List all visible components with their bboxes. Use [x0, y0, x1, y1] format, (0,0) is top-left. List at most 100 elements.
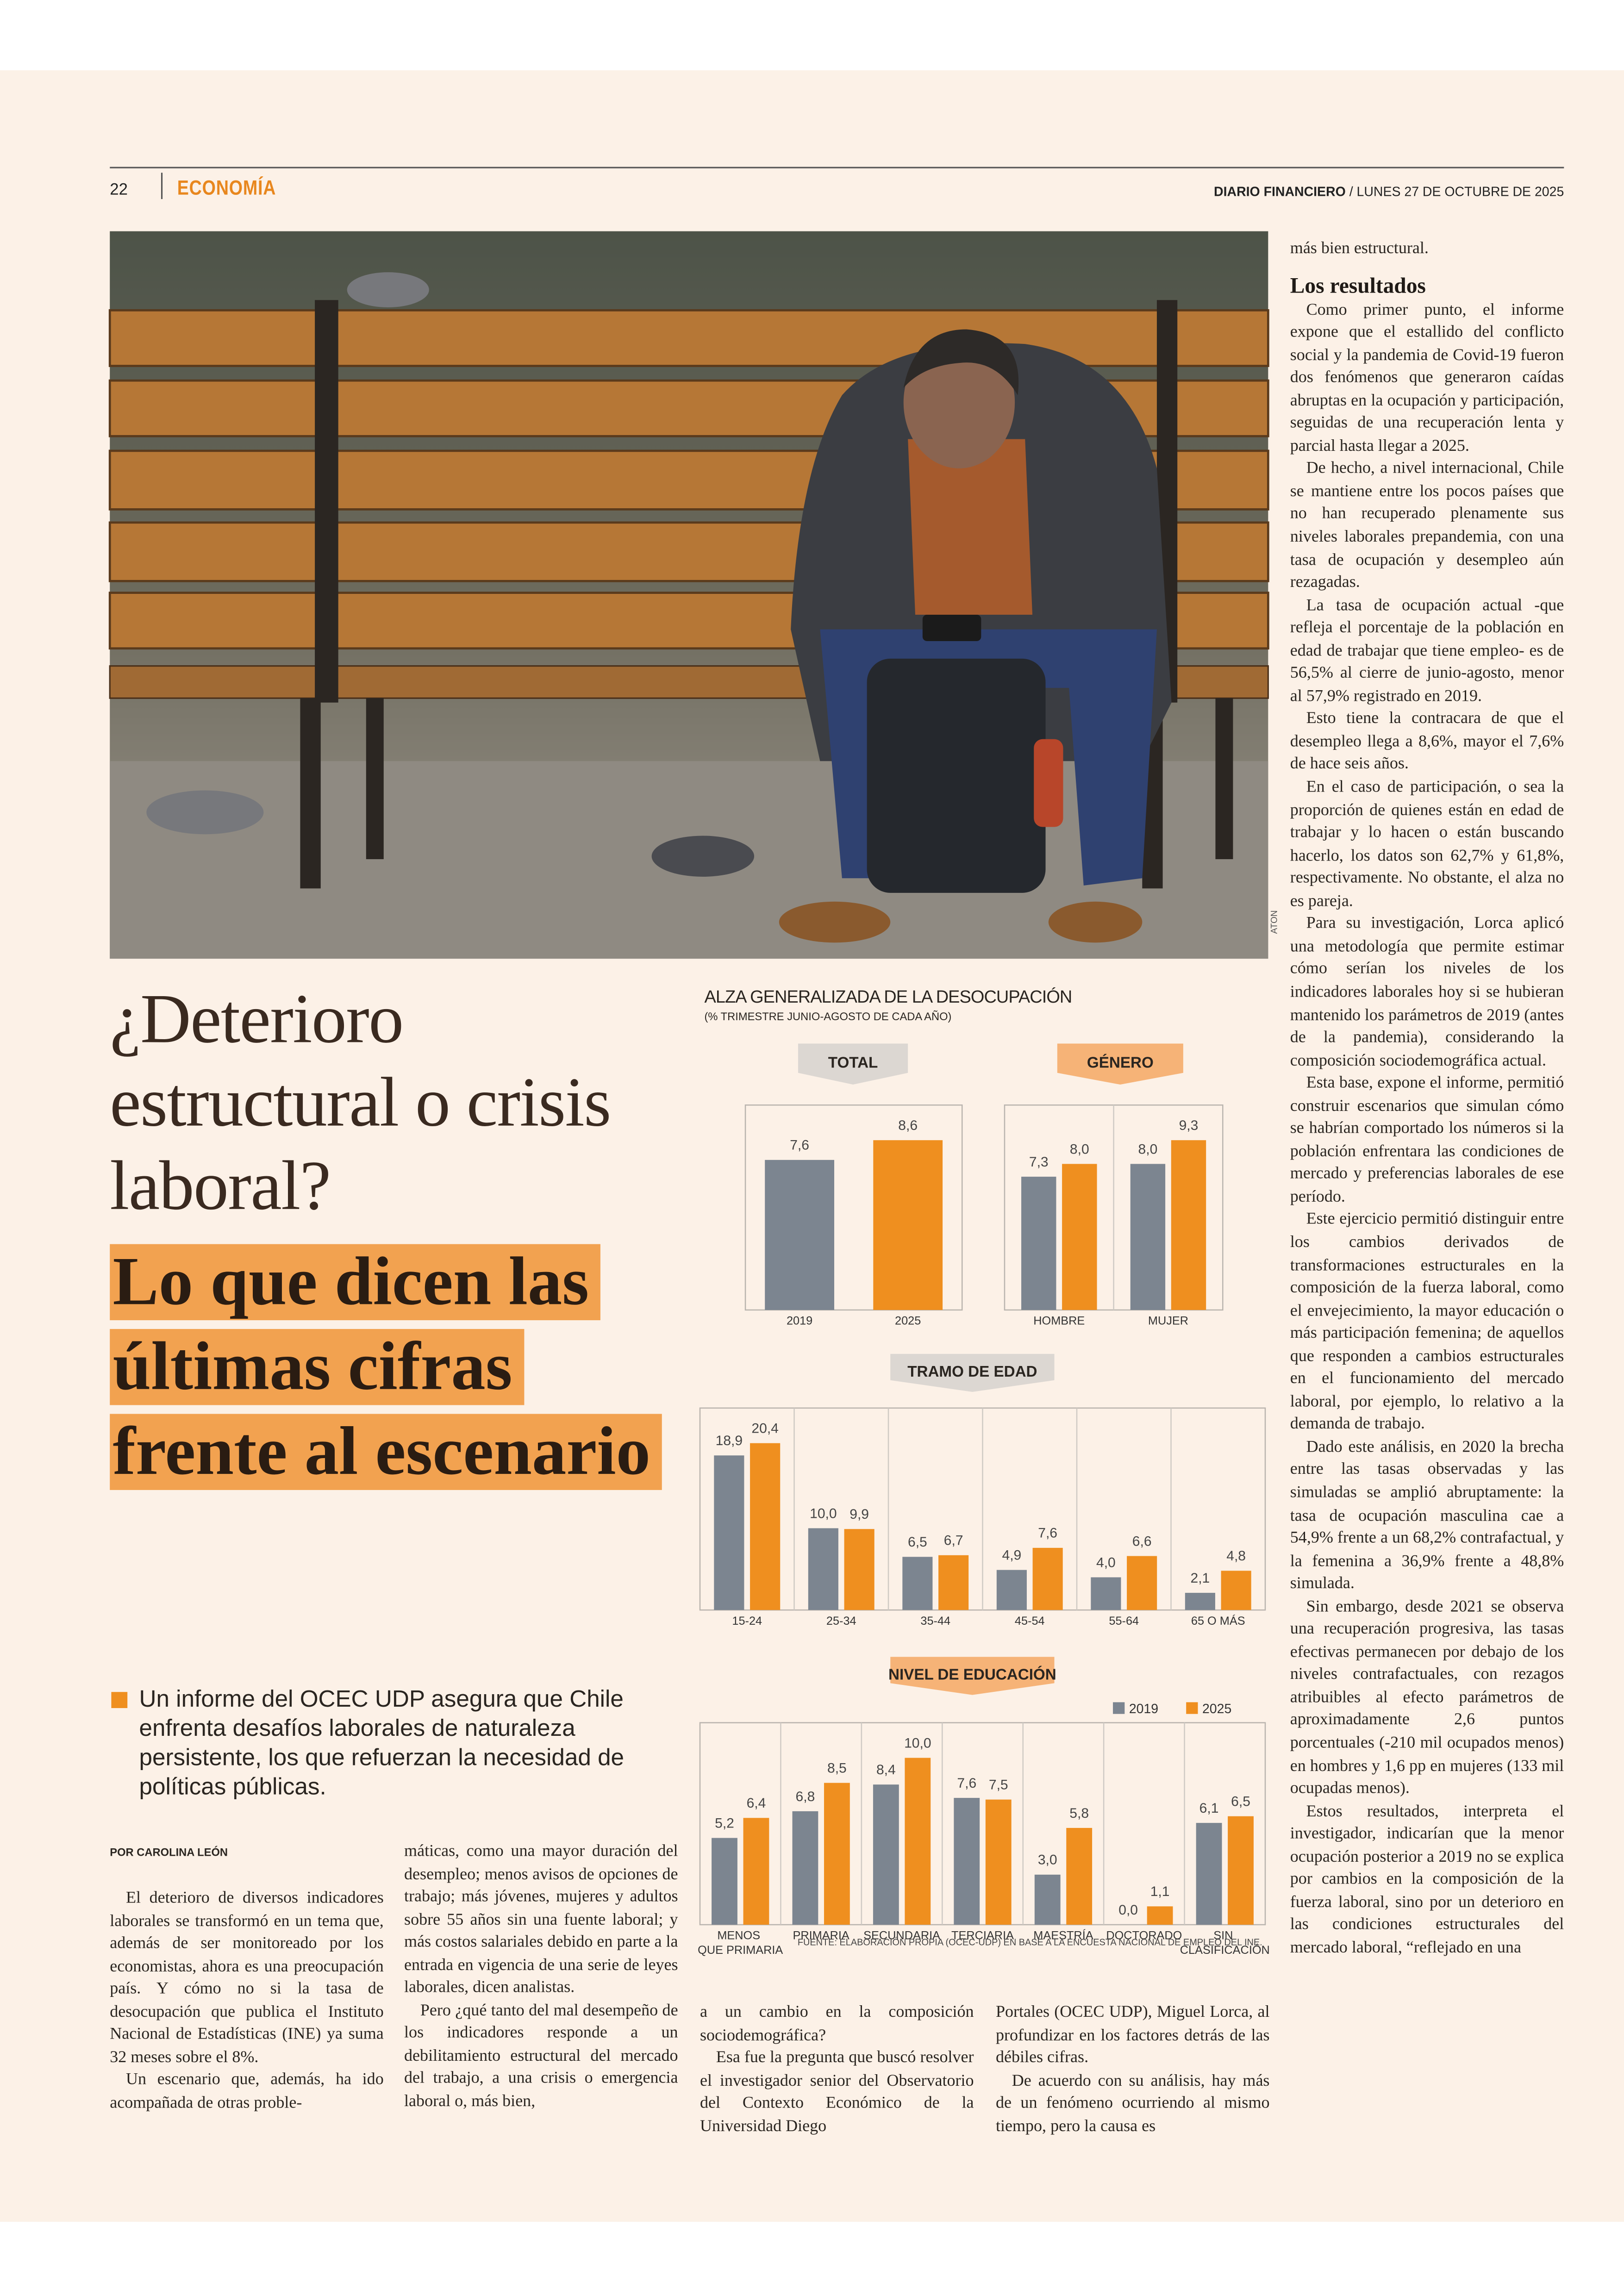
value-label: 1,1: [1150, 1884, 1170, 1899]
text-column: Portales (OCEC UDP), Miguel Lorca, al pr…: [996, 2002, 1270, 2139]
value-label: 2,1: [1190, 1571, 1210, 1586]
value-label: 7,6: [1038, 1526, 1057, 1541]
paragraph: Como primer punto, el informe expone que…: [1290, 300, 1564, 455]
text-column: El deterioro de diversos indicadores lab…: [110, 1888, 384, 2116]
value-label: 18,9: [716, 1433, 743, 1448]
chart-title: ALZA GENERALIZADA DE LA DESOCUPACIÓN: [705, 987, 1072, 1007]
bar: [1066, 1827, 1093, 1925]
text-column: a un cambio en la composición sociodemog…: [700, 2002, 974, 2139]
category-label: 35-44: [920, 1615, 950, 1628]
bar: [1127, 1556, 1157, 1610]
value-label: 10,0: [810, 1506, 837, 1521]
bar: [905, 1758, 931, 1925]
paragraph: Un escenario que, además, ha ido acompañ…: [110, 2071, 384, 2112]
panel-frame: [699, 1722, 1266, 1926]
bar: [743, 1818, 769, 1925]
bar: [1062, 1164, 1097, 1310]
publication: DIARIO FINANCIERO: [1214, 184, 1346, 200]
value-label: 8,4: [876, 1762, 896, 1777]
value-label: 6,5: [1231, 1794, 1250, 1809]
photo: [108, 231, 1269, 959]
bar: [750, 1443, 781, 1610]
category-label: MENOS QUE PRIMARIA: [698, 1929, 783, 1957]
category-label: 2019: [787, 1315, 812, 1328]
value-label: 6,8: [796, 1789, 815, 1804]
value-label: 0,0: [1118, 1902, 1138, 1918]
panel-title: TRAMO DE EDAD: [907, 1363, 1037, 1380]
legend-swatch: [1186, 1702, 1198, 1714]
category-label: 55-64: [1109, 1615, 1139, 1628]
value-label: 4,9: [1002, 1547, 1021, 1563]
section-name: ECONOMÍA: [177, 175, 276, 200]
category-label: TERCIARIA: [951, 1929, 1014, 1942]
category-label: HOMBRE: [1033, 1315, 1085, 1328]
summary-bullet: [111, 1692, 128, 1709]
bar: [1021, 1177, 1056, 1310]
subheading: Los resultados: [1290, 274, 1426, 298]
paragraph: Esta base, expone el informe, permitió c…: [1290, 1074, 1564, 1206]
paragraph: Sin embargo, desde 2021 se observa una r…: [1290, 1598, 1564, 1798]
bar: [938, 1555, 969, 1610]
paragraph: Para su investigación, Lorca aplicó una …: [1290, 915, 1564, 1070]
value-label: 3,0: [1038, 1852, 1057, 1868]
category-label: 25-34: [826, 1615, 856, 1628]
headline-question: ¿Deterioro estructural o crisis laboral?: [110, 980, 611, 1225]
paragraph: Portales (OCEC UDP), Miguel Lorca, al pr…: [995, 2003, 1270, 2067]
bar: [824, 1783, 850, 1925]
bar: [714, 1455, 744, 1610]
value-label: 8,0: [1138, 1141, 1158, 1157]
value-label: 6,6: [1132, 1534, 1152, 1549]
value-label: 8,6: [898, 1118, 918, 1133]
category-label: 45-54: [1015, 1615, 1045, 1628]
panel-tab: [1057, 1043, 1183, 1085]
chart-subtitle: (% TRIMESTRE JUNIO-AGOSTO DE CADA AÑO): [705, 1010, 952, 1023]
value-label: 7,6: [957, 1776, 976, 1791]
paragraph: Esto tiene la contracara de que el desem…: [1290, 710, 1564, 774]
text-column: más bien estructural. Los resultados Como …: [1290, 238, 1564, 1960]
value-label: 6,5: [908, 1534, 927, 1550]
legend-swatch: [1113, 1702, 1125, 1714]
paragraph: De hecho, a nivel internacional, Chile s…: [1290, 460, 1564, 592]
bar: [996, 1570, 1027, 1610]
bar: [1032, 1547, 1063, 1610]
value-label: 8,5: [827, 1760, 847, 1776]
bar: [1171, 1140, 1206, 1310]
value-label: 5,2: [715, 1815, 734, 1831]
date: / LUNES 27 DE OCTUBRE DE 2025: [1349, 184, 1564, 200]
paragraph: máticas, como una mayor duración del des…: [404, 1842, 678, 1997]
category-label: MAESTRÍA: [1033, 1929, 1093, 1942]
headline-highlight: Lo que dicen las últimas cifras frente a…: [110, 1240, 666, 1494]
bar: [1196, 1823, 1222, 1925]
panel-title: NIVEL DE EDUCACIÓN: [888, 1665, 1056, 1683]
pigeons: [146, 272, 755, 877]
page-header: 22 ECONOMÍA DIARIO FINANCIERO / LUNES 27…: [0, 0, 1624, 205]
bar: [808, 1528, 838, 1610]
value-label: 7,3: [1029, 1154, 1049, 1170]
bar: [1147, 1906, 1173, 1925]
panel-frame: [744, 1104, 963, 1311]
panel-title: GÉNERO: [1087, 1054, 1154, 1072]
highlight-text: Lo que dicen las últimas cifras frente a…: [110, 1244, 662, 1490]
header-rule: [110, 167, 1564, 168]
category-label: 15-24: [732, 1615, 762, 1628]
panel-tab: [890, 1353, 1055, 1392]
bench-legs: [300, 300, 1233, 889]
summary: Un informe del OCEC UDP asegura que Chil…: [139, 1686, 625, 1801]
header-divider: [161, 173, 163, 200]
paragraph: a un cambio en la composición sociodemog…: [700, 2003, 974, 2044]
category-label: MUJER: [1148, 1315, 1188, 1328]
dateline: DIARIO FINANCIERO / LUNES 27 DE OCTUBRE …: [1214, 184, 1564, 199]
bar: [1228, 1816, 1254, 1925]
value-label: 5,8: [1069, 1806, 1089, 1821]
page-number: 22: [110, 181, 128, 200]
category-label: SIN CLASIFICACIÓN: [1180, 1929, 1270, 1957]
category-label: 65 O MÁS: [1191, 1614, 1245, 1628]
value-label: 7,5: [989, 1777, 1008, 1793]
legend-label: 2025: [1202, 1702, 1231, 1716]
value-label: 4,8: [1226, 1548, 1246, 1564]
bar: [873, 1784, 899, 1925]
byline: POR CAROLINA LEÓN: [110, 1846, 228, 1859]
